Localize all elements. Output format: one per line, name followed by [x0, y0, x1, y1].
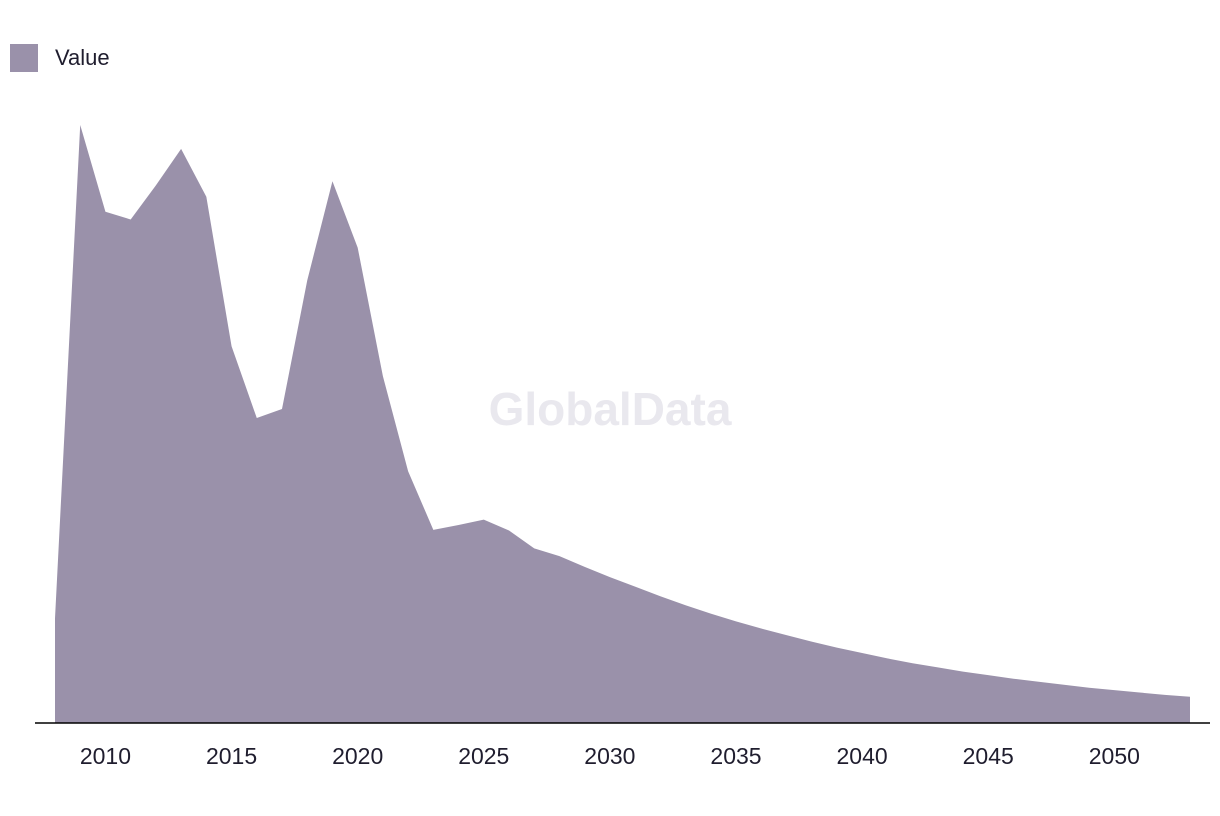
x-tick-label-2040: 2040	[837, 743, 888, 769]
x-tick-label-2015: 2015	[206, 743, 257, 769]
x-tick-label-2050: 2050	[1089, 743, 1140, 769]
x-tick-label-2020: 2020	[332, 743, 383, 769]
legend-label: Value	[55, 45, 110, 70]
x-tick-label-2035: 2035	[710, 743, 761, 769]
watermark: GlobalData	[489, 383, 732, 435]
x-tick-label-2030: 2030	[584, 743, 635, 769]
area-series-value	[55, 125, 1190, 723]
x-tick-label-2045: 2045	[963, 743, 1014, 769]
x-axis-ticks: 2010 2015 2020 2025 2030 2035 2040 2045 2050	[80, 743, 1140, 769]
x-tick-label-2010: 2010	[80, 743, 131, 769]
legend-swatch	[10, 44, 38, 72]
x-tick-label-2025: 2025	[458, 743, 509, 769]
legend: Value	[10, 44, 110, 72]
area-layer	[55, 125, 1190, 723]
